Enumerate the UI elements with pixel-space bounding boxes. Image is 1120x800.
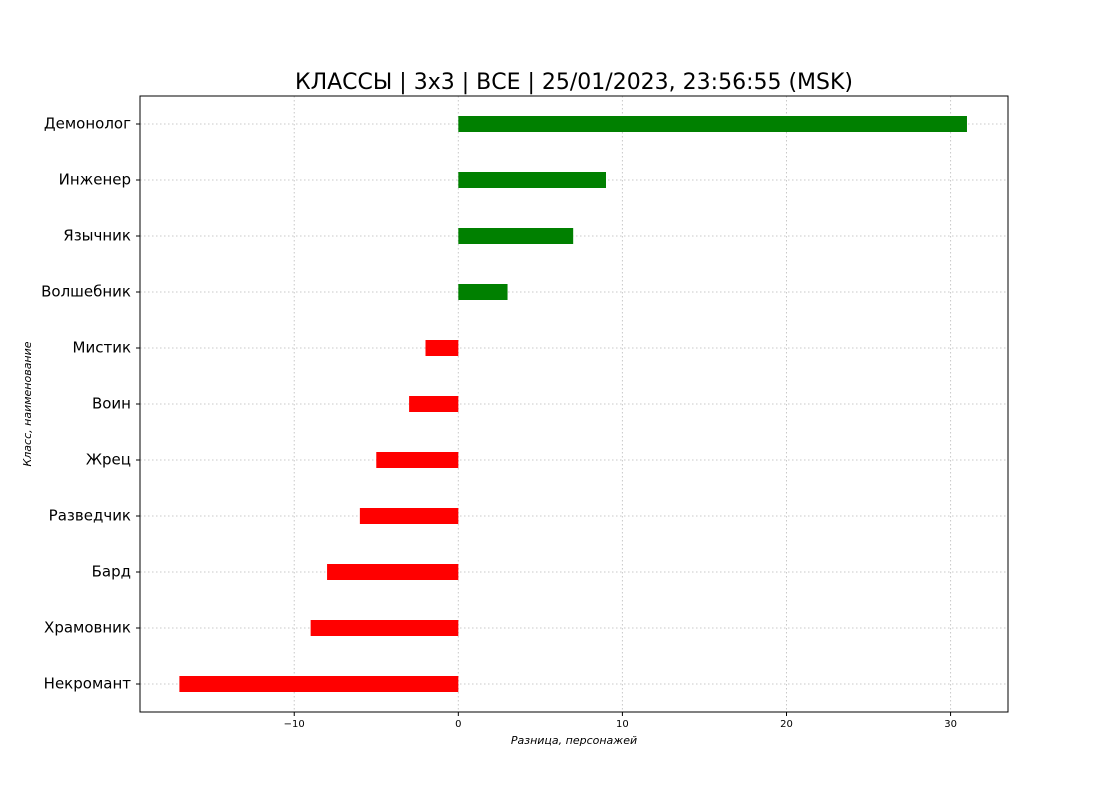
bar [327,564,459,580]
bar [179,676,459,692]
bar [409,396,459,412]
y-tick-label: Храмовник [44,619,131,637]
x-tick-label: 30 [944,719,957,730]
bar [458,172,606,188]
bar [376,452,459,468]
y-tick-label: Разведчик [49,507,131,525]
y-tick-label: Некромант [44,675,132,693]
y-tick-label: Жрец [86,451,131,469]
plot-frame [139,95,1009,713]
y-tick-label: Воин [92,395,131,413]
bar [310,620,459,636]
bar [458,116,967,132]
y-tick-label: Волшебник [41,283,131,301]
y-tick-label: Язычник [63,227,131,245]
x-tick-label: 0 [455,719,461,730]
x-tick-label: 10 [616,719,629,730]
chart-title: КЛАССЫ | 3x3 | ВСЕ | 25/01/2023, 23:56:5… [295,70,853,95]
x-axis-label: Разница, персонажей [511,734,637,747]
y-axis-label: Класс, наименование [21,341,34,466]
bar [425,340,459,356]
y-tick-label: Бард [92,563,131,581]
y-tick-label: Демонолог [44,115,131,133]
bar [458,284,508,300]
x-tick-label: −10 [284,719,305,730]
bar [359,508,459,524]
y-tick-label: Мистик [73,339,131,357]
y-tick-label: Инженер [59,171,131,189]
x-tick-label: 20 [780,719,793,730]
bar [458,228,574,244]
